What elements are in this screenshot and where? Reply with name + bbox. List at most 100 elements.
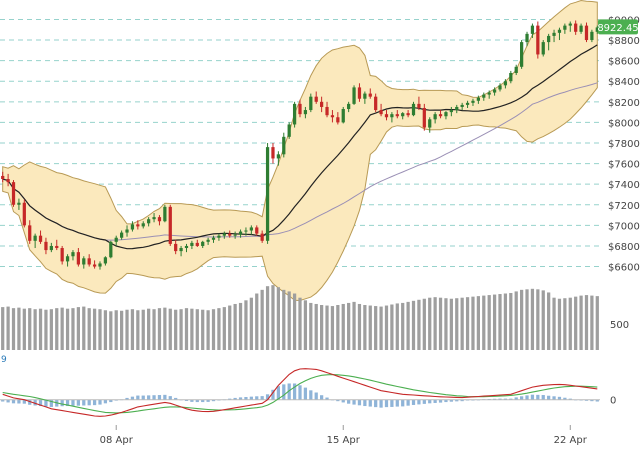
macd-histogram-bar [509, 398, 513, 400]
candle-body [233, 234, 237, 236]
candle-body [282, 136, 286, 155]
volume-bar [255, 293, 259, 350]
candle-body [471, 100, 475, 103]
last-price-badge: 8922.45 [597, 19, 639, 35]
candle-body [114, 237, 118, 242]
volume-bar [287, 291, 291, 350]
candle-body [314, 96, 318, 102]
macd-histogram-bar [422, 399, 426, 404]
macd-histogram-bar [401, 399, 405, 407]
volume-bar [498, 294, 502, 350]
candle-body [22, 202, 26, 226]
macd-histogram-bar [428, 399, 432, 404]
candle-body [487, 92, 491, 95]
macd-histogram-bar [103, 399, 108, 404]
volume-bar [109, 311, 113, 350]
candle-body [82, 258, 86, 265]
candle-body [201, 241, 205, 246]
volume-bar [298, 297, 302, 350]
date-label: 15 Apr [327, 435, 361, 446]
candles [1, 20, 599, 270]
candle-body [71, 252, 75, 257]
volume-bar [336, 305, 340, 350]
volume-bar [103, 310, 108, 350]
macd-histogram-bar [347, 399, 351, 404]
candle-body [136, 224, 140, 227]
candle-body [444, 112, 448, 117]
candle-body [33, 235, 37, 241]
volume-bar [379, 306, 383, 350]
volume-bar [563, 298, 567, 350]
candle-body [130, 224, 135, 230]
volume-bar [98, 309, 102, 350]
volume-bar [87, 308, 91, 350]
sma20-line [2, 44, 598, 250]
macd-panel: 0 [0, 368, 616, 417]
candle-body [579, 25, 583, 32]
candle-body [271, 147, 275, 159]
macd-histogram-bar [590, 399, 594, 402]
volume-bar [125, 309, 129, 350]
macd-histogram-bar [11, 399, 16, 404]
volume-bar [557, 298, 562, 350]
macd-histogram-bar [384, 399, 389, 408]
price-tick-label: $7600 [608, 160, 640, 171]
price-tick-label: $6600 [608, 263, 640, 274]
moving-averages [2, 44, 598, 250]
candle-body [174, 243, 178, 252]
volume-bar [314, 303, 318, 350]
candle-body [44, 241, 48, 251]
volume-bar [265, 286, 270, 350]
macd-histogram-bar [449, 399, 453, 402]
macd-histogram-bar [87, 399, 91, 406]
candle-body [217, 235, 221, 238]
volume-bar [330, 306, 335, 350]
macd-signal-line [2, 374, 598, 414]
volume-bar [184, 308, 189, 350]
macd-histogram-bar [298, 385, 302, 400]
candle-body [341, 109, 345, 123]
volume-bar [309, 302, 313, 350]
volume-bar [76, 307, 80, 350]
volume-bar [60, 307, 64, 350]
candle-body [390, 114, 394, 118]
volume-bar [395, 303, 399, 350]
candle-body [265, 147, 270, 241]
candle-body [433, 114, 437, 120]
candle-body [163, 206, 167, 222]
candle-body [422, 107, 426, 128]
macd-histogram-bar [303, 387, 308, 400]
candle-body [206, 239, 210, 242]
candle-body [417, 103, 421, 108]
volume-bar [595, 296, 599, 350]
candle-body [530, 25, 535, 34]
macd-params-label: 9 [1, 355, 7, 365]
candle-body [357, 87, 362, 99]
candle-body [465, 102, 470, 105]
candle-body [482, 94, 486, 98]
date-axis: 08 Apr 15 Apr 22 Apr [100, 425, 588, 446]
candle-body [211, 237, 216, 240]
macd-histogram-bar [190, 399, 194, 402]
candle-body [509, 72, 513, 82]
macd-histogram-bar [282, 384, 286, 400]
volume-bar [471, 296, 475, 350]
candle-body [152, 217, 156, 220]
candle-body [336, 117, 340, 123]
volume-bar [130, 309, 135, 350]
volume-bar [55, 308, 59, 350]
price-tick-label: $7400 [608, 180, 640, 191]
candle-body [347, 103, 351, 110]
last-price-badge-bg [598, 19, 638, 35]
candle-body [352, 87, 356, 104]
candle-body [65, 256, 70, 262]
macd-histogram-bar [17, 399, 21, 404]
macd-histogram-bar [357, 399, 362, 406]
volume-bar [211, 309, 216, 350]
macd-histogram-bar [71, 399, 75, 406]
volume-bar [325, 305, 329, 350]
candle-body [147, 219, 151, 224]
candle-body [503, 81, 508, 86]
candle-body [222, 233, 226, 236]
volume-bar [552, 297, 556, 350]
